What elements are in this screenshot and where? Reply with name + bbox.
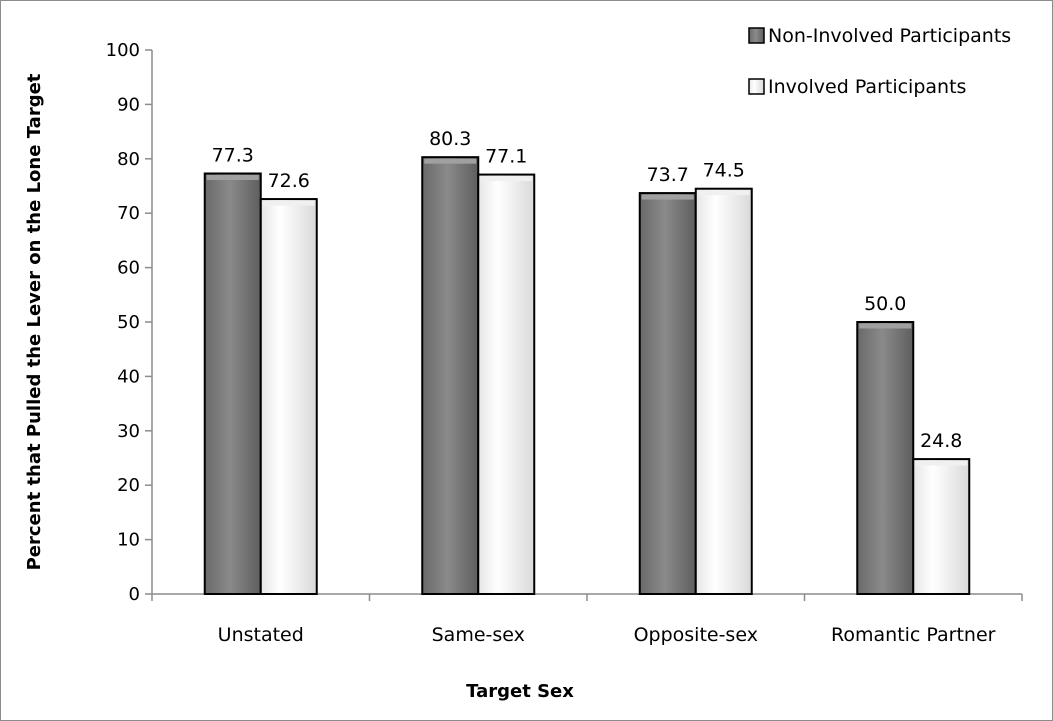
data-label: 72.6: [268, 170, 310, 192]
bar-highlight: [262, 200, 315, 206]
bar-highlight: [859, 323, 912, 329]
y-tick-label: 50: [117, 312, 140, 333]
data-label: 24.8: [920, 430, 962, 452]
x-tick-label: Opposite-sex: [634, 624, 758, 646]
data-label: 50.0: [864, 293, 906, 315]
bar: [694, 187, 753, 595]
legend-swatch: [748, 27, 765, 44]
data-label: 80.3: [429, 128, 471, 150]
data-label: 73.7: [647, 164, 689, 186]
y-tick-label: 100: [106, 40, 140, 61]
legend-swatch: [748, 78, 765, 95]
y-tick-label: 10: [117, 530, 140, 551]
bar: [638, 192, 697, 596]
y-tick-label: 30: [117, 421, 140, 442]
y-tick-label: 0: [129, 584, 140, 605]
x-axis-title: Target Sex: [466, 681, 574, 702]
bars: [203, 156, 971, 596]
y-tick-label: 20: [117, 475, 140, 496]
bar: [421, 156, 480, 595]
bar: [259, 198, 318, 595]
x-tick-label: Romantic Partner: [831, 624, 996, 646]
legend: Non-Involved Participants Involved Partic…: [748, 25, 1011, 98]
data-label: 74.5: [703, 160, 745, 182]
y-axis-title: Percent that Pulled the Lever on the Lon…: [24, 73, 45, 570]
bar: [856, 321, 915, 595]
data-label: 77.3: [212, 144, 254, 166]
y-tick-label: 70: [117, 203, 140, 224]
bar-highlight: [697, 190, 750, 196]
x-tick-label: Unstated: [218, 624, 304, 646]
bar-highlight: [424, 158, 477, 164]
x-tick-label: Same-sex: [432, 624, 525, 646]
legend-label: Non-Involved Participants: [768, 25, 1011, 47]
bar: [477, 173, 536, 596]
y-tick-label: 80: [117, 149, 140, 170]
y-tick-label: 60: [117, 258, 140, 279]
bar-highlight: [915, 460, 968, 466]
bar-highlight: [641, 194, 694, 200]
data-labels: 77.3 72.6 80.3 77.1 73.7 74.5 50.0 24.8: [212, 128, 963, 452]
data-label: 77.1: [485, 146, 527, 168]
legend-label: Involved Participants: [768, 76, 966, 98]
y-tick-label: 40: [117, 366, 140, 387]
y-tick-label: 90: [117, 94, 140, 115]
bar: [203, 172, 262, 595]
bar-highlight: [480, 176, 533, 182]
bar-highlight: [206, 174, 259, 180]
bar: [912, 458, 971, 596]
